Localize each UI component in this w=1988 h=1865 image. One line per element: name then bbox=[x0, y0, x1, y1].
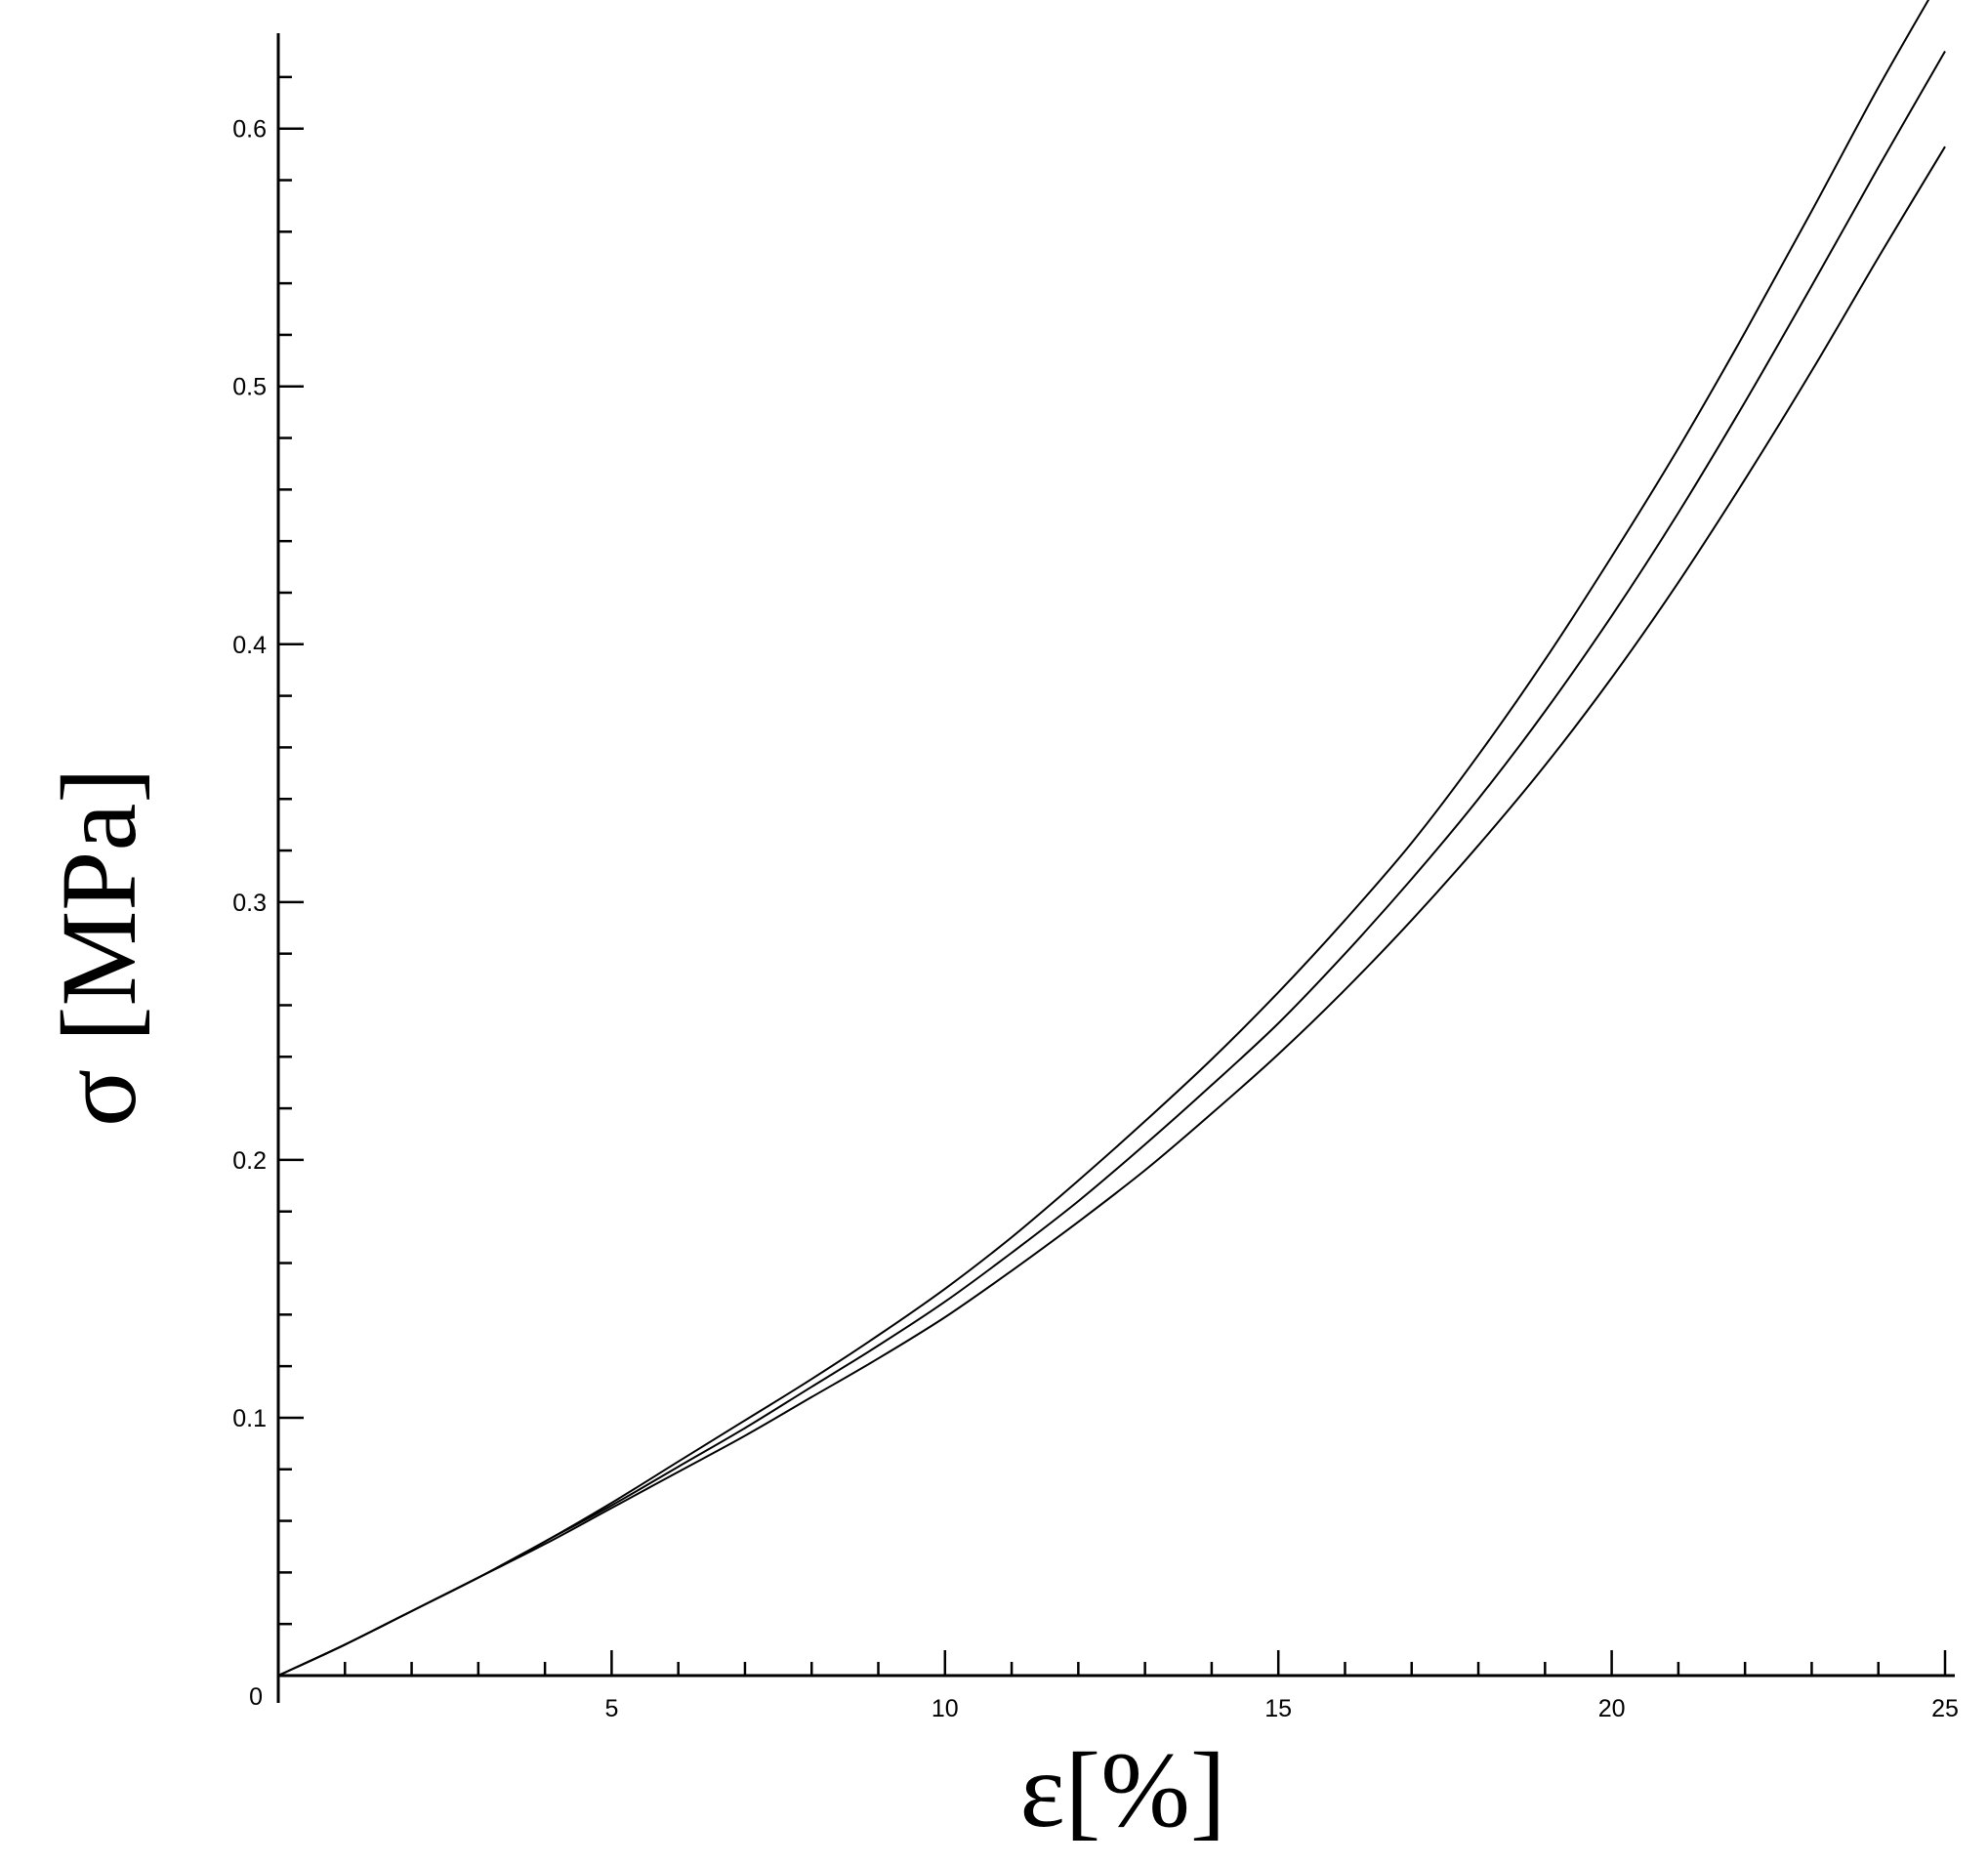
x-tick-label: 20 bbox=[1598, 1695, 1626, 1722]
x-tick-label: 0 bbox=[249, 1683, 263, 1711]
series-line-2 bbox=[277, 51, 1946, 1677]
y-tick-label: 0.5 bbox=[232, 374, 267, 401]
data-curves bbox=[277, 0, 1946, 1677]
tick-labels: 0 5 10 15 20 25 0.1 0.2 0.3 0.4 0.5 0.6 bbox=[232, 116, 1959, 1722]
series-line-3 bbox=[277, 145, 1946, 1677]
y-tick-label: 0.6 bbox=[232, 116, 267, 144]
series-line-1 bbox=[277, 0, 1930, 1677]
y-tick-label: 0.2 bbox=[232, 1147, 267, 1175]
x-tick-label: 10 bbox=[932, 1695, 959, 1722]
x-tick-label: 15 bbox=[1264, 1695, 1292, 1722]
x-tick-label: 5 bbox=[604, 1695, 618, 1722]
x-tick-label: 25 bbox=[1931, 1695, 1959, 1722]
tick-marks bbox=[278, 75, 1947, 1676]
y-tick-label: 0.4 bbox=[232, 632, 267, 659]
y-tick-label: 0.3 bbox=[232, 890, 267, 917]
y-tick-label: 0.1 bbox=[232, 1405, 267, 1432]
x-axis-title: ε[%] bbox=[1019, 1730, 1225, 1849]
y-axis-title: σ [MPa] bbox=[39, 767, 158, 1127]
